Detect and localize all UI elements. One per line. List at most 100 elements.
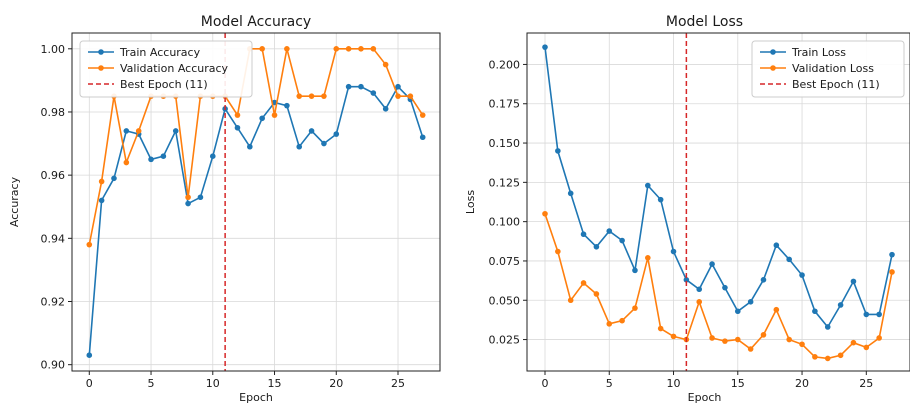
legend-marker: [98, 65, 104, 71]
data-point-validation: [382, 61, 389, 68]
series-line-train: [88, 85, 424, 356]
data-point-train: [333, 131, 340, 137]
data-point-train: [209, 153, 216, 159]
data-point-train: [786, 256, 792, 263]
data-point-train: [98, 197, 105, 204]
data-point-train: [863, 311, 870, 318]
x-axis-label: Epoch: [688, 391, 722, 404]
data-point-train: [185, 200, 191, 207]
chart-loss: 0 5 10 15 20 25 0.025 0.050 0.075 0.100 0.125 0.150…: [464, 14, 910, 404]
y-axis-label: Accuracy: [8, 176, 21, 227]
data-point-train: [395, 83, 401, 90]
data-point-train: [345, 83, 352, 90]
data-point-train: [86, 352, 93, 359]
data-point-validation: [321, 93, 327, 99]
data-point-validation: [135, 128, 142, 134]
data-point-validation: [271, 112, 278, 118]
x-tick-label: 0: [541, 377, 548, 390]
data-point-train: [197, 194, 204, 201]
data-point-validation: [645, 255, 651, 261]
y-axis-label: Loss: [464, 190, 477, 214]
chart-accuracy: 0 5 10 15 20 25 0.90 0.92 0.94 0.96 0.98 1.00 Model …: [8, 14, 441, 404]
data-point-validation: [696, 299, 703, 305]
data-point-train: [160, 153, 167, 159]
data-point-train: [837, 302, 844, 308]
data-point-train: [542, 44, 548, 50]
y-tick-label: 0.175: [489, 98, 521, 111]
data-point-validation: [567, 297, 574, 304]
data-point-train: [606, 228, 613, 234]
x-tick-label: 10: [206, 377, 220, 390]
legend-marker: [770, 65, 776, 71]
data-point-validation: [863, 344, 870, 351]
data-point-validation: [593, 291, 600, 297]
data-point-validation: [407, 93, 414, 99]
legend-marker: [770, 49, 776, 55]
x-tick-label: 20: [795, 377, 809, 390]
data-point-train: [296, 143, 303, 150]
data-point-train: [632, 267, 638, 274]
data-point-validation: [358, 45, 364, 52]
y-tick-label: 0.94: [41, 232, 66, 245]
y-tick-label: 0.90: [41, 359, 66, 372]
data-point-train: [889, 251, 895, 258]
data-point-validation: [555, 248, 561, 255]
data-point-train: [382, 106, 389, 112]
data-point-validation: [824, 355, 831, 362]
data-point-validation: [98, 178, 105, 185]
data-point-train: [696, 286, 703, 293]
data-point-train: [358, 83, 364, 90]
data-point-train: [812, 308, 818, 315]
data-point-train: [773, 242, 780, 249]
data-point-validation: [812, 354, 818, 360]
y-tick-label: 1.00: [41, 43, 66, 56]
x-tick-label: 15: [268, 377, 282, 390]
data-point-validation: [296, 93, 303, 99]
data-point-validation: [580, 280, 587, 286]
data-point-validation: [657, 325, 664, 332]
data-point-train: [308, 128, 315, 134]
y-tick-label: 0.200: [489, 58, 521, 71]
data-point-train: [670, 248, 677, 255]
data-point-validation: [773, 306, 780, 313]
y-tick-label: 0.025: [489, 334, 521, 347]
data-point-validation: [86, 241, 93, 248]
data-point-validation: [619, 317, 625, 324]
x-tick-label: 0: [86, 377, 93, 390]
data-point-train: [619, 237, 625, 244]
x-tick-label: 5: [148, 377, 155, 390]
data-point-train: [259, 115, 265, 122]
legend-box: [79, 40, 253, 98]
x-tick-label: 10: [667, 377, 681, 390]
data-point-train: [123, 128, 130, 134]
data-point-train: [760, 277, 767, 283]
data-point-train: [284, 102, 290, 109]
data-point-validation: [333, 45, 340, 52]
legend-label: Train Loss: [791, 46, 846, 59]
data-point-train: [824, 324, 831, 330]
data-point-train: [683, 277, 690, 283]
axes-frame: [526, 32, 910, 372]
data-point-validation: [123, 159, 130, 166]
data-point-validation: [284, 45, 290, 52]
legend-box: [751, 40, 905, 98]
data-point-validation: [734, 336, 741, 343]
data-point-validation: [760, 332, 767, 338]
data-point-train: [370, 90, 377, 96]
data-point-train: [657, 196, 664, 203]
legend: Train Loss Validation Loss Best Epoch (11): [751, 40, 905, 98]
data-point-validation: [889, 269, 895, 275]
data-point-train: [593, 244, 600, 250]
legend-label: Best Epoch (11): [120, 78, 208, 91]
chart-title: Model Loss: [666, 14, 743, 30]
data-point-train: [850, 278, 857, 285]
data-point-train: [734, 308, 741, 315]
data-point-validation: [345, 45, 352, 52]
legend-label: Train Accuracy: [119, 46, 201, 59]
legend-label: Best Epoch (11): [792, 78, 880, 91]
data-point-validation: [722, 338, 728, 344]
y-tick-label: 0.98: [41, 106, 66, 119]
series-line-validation: [88, 47, 424, 245]
data-point-validation: [308, 93, 315, 99]
